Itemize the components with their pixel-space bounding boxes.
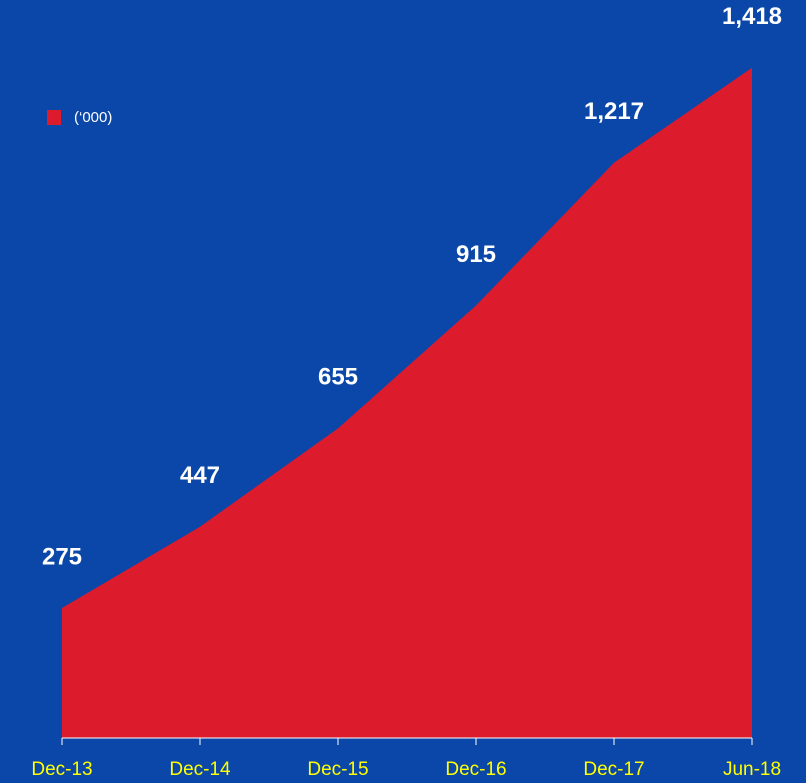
legend-swatch xyxy=(47,110,61,125)
data-label: 1,418 xyxy=(722,3,782,30)
data-label: 915 xyxy=(456,241,496,268)
data-label: 275 xyxy=(42,543,82,570)
data-label: 1,217 xyxy=(584,98,644,125)
area xyxy=(62,67,752,738)
legend-label: (‘000) xyxy=(74,109,112,126)
x-tick-label: Dec-13 xyxy=(31,759,92,780)
data-label: 655 xyxy=(318,364,358,391)
x-tick-label: Dec-14 xyxy=(169,759,231,780)
data-label: 447 xyxy=(180,462,220,489)
x-tick-label: Jun-18 xyxy=(723,759,781,780)
x-tick-label: Dec-16 xyxy=(445,759,506,780)
x-tick-label: Dec-17 xyxy=(583,759,644,780)
x-tick-label: Dec-15 xyxy=(307,759,368,780)
